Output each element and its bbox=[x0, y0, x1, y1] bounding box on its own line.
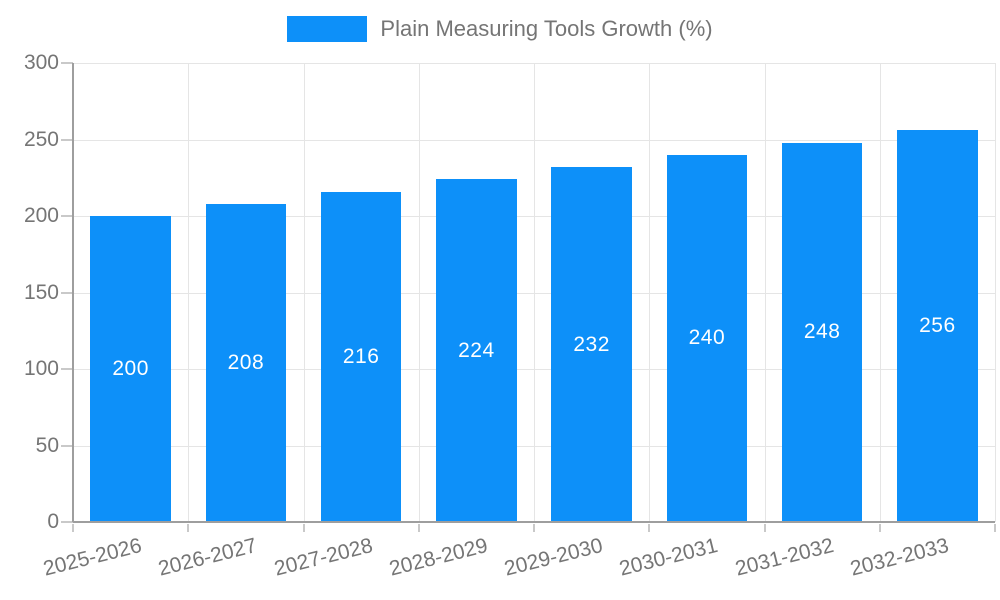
x-axis-tick-label: 2029-2030 bbox=[502, 534, 606, 581]
bar-value-label: 208 bbox=[227, 350, 265, 374]
bar-value-label: 200 bbox=[112, 357, 149, 380]
x-axis-tick-label: 2030-2031 bbox=[617, 534, 721, 581]
gridline-vertical bbox=[188, 63, 190, 522]
x-axis-tick-label: 2027-2028 bbox=[271, 534, 375, 581]
y-axis-tick-label: 0 bbox=[47, 510, 59, 533]
x-tick-mark bbox=[417, 524, 420, 532]
gridline-vertical bbox=[534, 63, 535, 522]
plot-area: 0 50 100 150 200 250 300 200 208 216 224 232 240 248 2… bbox=[24, 51, 996, 581]
x-tick-mark bbox=[763, 524, 766, 532]
bar-value-label: 232 bbox=[573, 332, 610, 356]
y-axis-tick-label: 200 bbox=[23, 204, 59, 227]
bar[interactable]: 200 bbox=[90, 216, 171, 522]
y-tick-mark bbox=[61, 521, 73, 523]
y-axis-tick-label: 50 bbox=[35, 433, 59, 457]
y-tick-mark bbox=[61, 138, 73, 141]
x-tick-mark bbox=[302, 524, 305, 532]
legend: Plain Measuring Tools Growth (%) bbox=[0, 16, 1000, 42]
legend-swatch-icon bbox=[287, 16, 368, 42]
y-axis-tick-label: 250 bbox=[23, 127, 59, 151]
x-tick-mark bbox=[533, 524, 535, 532]
y-axis-tick-label: 150 bbox=[23, 280, 59, 304]
x-tick-mark bbox=[648, 524, 651, 532]
y-tick-mark bbox=[61, 62, 73, 64]
bar[interactable]: 216 bbox=[320, 191, 402, 522]
bar-value-label: 240 bbox=[688, 326, 726, 350]
x-axis-tick-label: 2028-2029 bbox=[386, 534, 490, 581]
y-tick-mark bbox=[61, 291, 73, 294]
x-tick-mark bbox=[878, 524, 881, 532]
bar[interactable]: 248 bbox=[781, 142, 863, 522]
gridline-vertical bbox=[764, 63, 766, 522]
bar-value-label: 256 bbox=[919, 314, 956, 338]
bar[interactable]: 208 bbox=[205, 203, 287, 522]
gridline-vertical bbox=[418, 63, 420, 522]
y-axis-tick-label: 300 bbox=[23, 51, 59, 74]
bar[interactable]: 256 bbox=[897, 130, 978, 522]
bar-value-label: 224 bbox=[458, 338, 495, 362]
y-tick-mark bbox=[61, 368, 73, 370]
x-axis-tick-label: 2026-2027 bbox=[156, 534, 260, 581]
bar[interactable]: 232 bbox=[551, 167, 632, 522]
x-tick-mark bbox=[994, 524, 996, 532]
y-axis-line bbox=[72, 63, 74, 522]
y-tick-mark bbox=[61, 444, 73, 447]
gridline-vertical bbox=[879, 63, 881, 522]
y-axis-tick-label: 100 bbox=[23, 357, 59, 380]
x-axis-tick-label: 2025-2026 bbox=[41, 534, 145, 581]
x-tick-mark bbox=[187, 524, 190, 532]
gridline-vertical bbox=[649, 63, 651, 522]
y-tick-mark bbox=[61, 215, 73, 217]
bar-value-label: 248 bbox=[803, 320, 841, 344]
bar-value-label: 216 bbox=[342, 344, 380, 368]
gridline-vertical bbox=[303, 63, 305, 522]
bar[interactable]: 224 bbox=[436, 179, 517, 522]
x-axis-tick-label: 2032-2033 bbox=[847, 534, 951, 581]
x-tick-mark bbox=[72, 524, 74, 532]
gridline-vertical bbox=[995, 63, 996, 522]
bar[interactable]: 240 bbox=[666, 154, 748, 522]
legend-label: Plain Measuring Tools Growth (%) bbox=[380, 16, 713, 41]
legend-item[interactable]: Plain Measuring Tools Growth (%) bbox=[287, 16, 713, 42]
x-axis-line bbox=[73, 521, 995, 523]
x-axis-tick-label: 2031-2032 bbox=[732, 534, 836, 581]
